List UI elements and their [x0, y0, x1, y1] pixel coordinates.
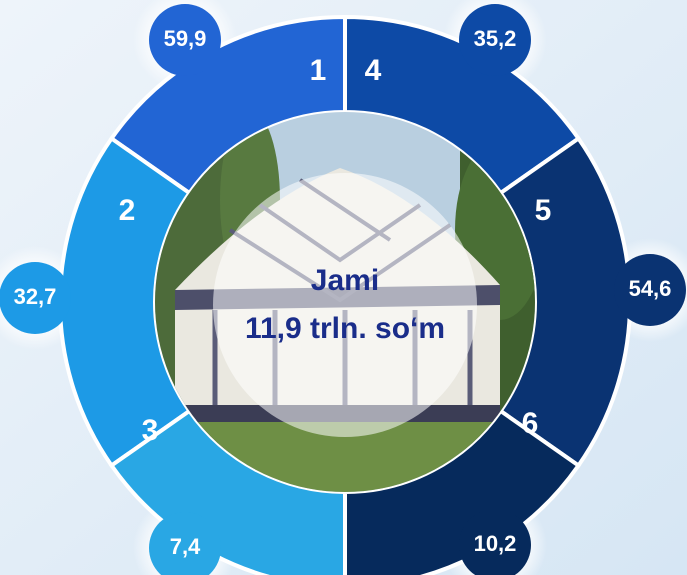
value-bubble — [149, 512, 221, 575]
value-bubble — [0, 262, 71, 334]
segment-value: 32,7 — [14, 284, 57, 309]
value-bubble — [149, 4, 221, 76]
center-total: 11,9 trln. so‘m — [245, 312, 445, 345]
segment-number: 5 — [535, 194, 552, 227]
value-bubble — [459, 509, 531, 575]
segment-value: 7,4 — [170, 534, 201, 559]
value-bubble — [459, 4, 531, 76]
segment-number: 6 — [522, 407, 539, 440]
segment-number: 1 — [310, 54, 327, 87]
segment-value: 54,6 — [629, 276, 672, 301]
center-title: Jami — [311, 264, 379, 297]
segment-number: 4 — [365, 54, 382, 87]
segment-value: 59,9 — [164, 26, 207, 51]
value-bubble — [614, 254, 686, 326]
segment-number: 2 — [119, 194, 136, 227]
center-overlay — [213, 173, 477, 437]
segment-value: 35,2 — [474, 26, 517, 51]
segment-value: 10,2 — [474, 531, 517, 556]
segment — [108, 408, 347, 575]
segment-number: 3 — [142, 414, 159, 447]
